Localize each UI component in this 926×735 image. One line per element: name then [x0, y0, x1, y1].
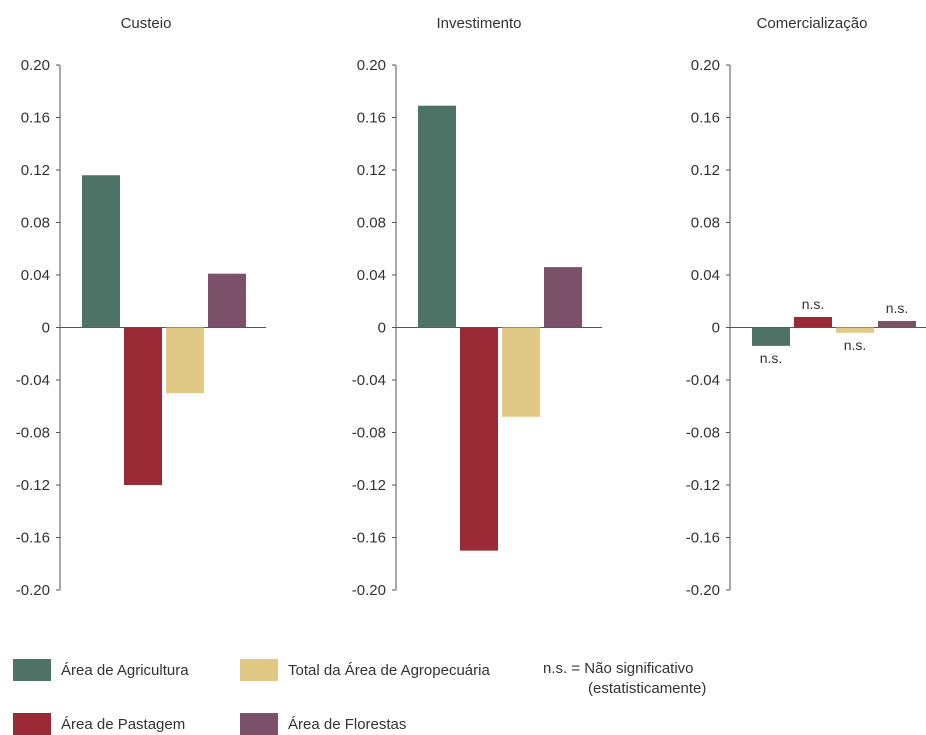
- comercializacao-y-tick-label: -0.20: [686, 582, 720, 599]
- investimento-y-tick-label: -0.08: [352, 425, 386, 442]
- comercializacao-note-pastagem: n.s.: [802, 296, 825, 312]
- charts-canvas: Custeio 0.20 0.16 0.12 0.08 0.04 0 -0.04 -0.08 -0…: [16, 15, 926, 599]
- custeio-y-tick-label: -0.08: [16, 425, 50, 442]
- ns-line1: Não significativo: [584, 660, 694, 677]
- investimento-bar-agricultura: [418, 105, 456, 328]
- legend-swatch-florestas: [240, 713, 278, 735]
- comercializacao-bar-agricultura: [752, 327, 790, 346]
- custeio-y-tick-label: 0.04: [21, 267, 50, 284]
- legend-item-pastagem: Área de Pastagem: [13, 713, 185, 735]
- investimento-y-tick-label: -0.12: [352, 477, 386, 494]
- legend-label-pastagem: Área de Pastagem: [61, 715, 186, 733]
- custeio-y-tick-label: -0.12: [16, 477, 50, 494]
- comercializacao-bar-florestas: [878, 320, 916, 328]
- legend-item-agropecuaria: Total da Área de Agropecuária: [240, 659, 490, 681]
- investimento-bar-pastagem: [460, 327, 498, 551]
- comercializacao-note-florestas: n.s.: [886, 300, 909, 316]
- comercializacao-note-agricultura: n.s.: [760, 350, 783, 366]
- comercializacao-y-tick-label: 0.20: [691, 57, 720, 74]
- comercializacao-note-agropecuaria: n.s.: [844, 337, 867, 353]
- comercializacao-y-tick-label: 0.04: [691, 267, 720, 284]
- investimento-title: Investimento: [436, 15, 521, 32]
- ns-explanation: n.s. = Não significativo (estatisticamen…: [543, 659, 706, 699]
- custeio-bar-agricultura: [82, 175, 120, 328]
- legend-item-florestas: Área de Florestas: [240, 713, 406, 735]
- ns-prefix: n.s. =: [543, 660, 581, 677]
- comercializacao-bar-agropecuaria: [836, 327, 874, 333]
- legend-label-agricultura: Área de Agricultura: [61, 661, 189, 679]
- comercializacao-y-tick-label: 0.08: [691, 215, 720, 232]
- custeio-y-tick-label: 0.20: [21, 57, 50, 74]
- custeio-title: Custeio: [121, 15, 172, 32]
- custeio-bar-pastagem: [124, 327, 162, 485]
- comercializacao-title: Comercialização: [757, 15, 868, 32]
- comercializacao-y-tick-label: 0.12: [691, 162, 720, 179]
- legend-item-agricultura: Área de Agricultura: [13, 659, 189, 681]
- investimento-y-tick-label: 0.12: [357, 162, 386, 179]
- comercializacao-y-tick-label: -0.04: [686, 372, 720, 389]
- legend-swatch-agricultura: [13, 659, 51, 681]
- comercializacao-y-tick-label: 0.16: [691, 110, 720, 127]
- ns-line2: (estatisticamente): [588, 680, 707, 697]
- custeio-y-tick-label: -0.04: [16, 372, 50, 389]
- investimento-bar-agropecuaria: [502, 327, 540, 417]
- legend-swatch-pastagem: [13, 713, 51, 735]
- investimento-bar-florestas: [544, 267, 582, 328]
- custeio-y-tick-label: -0.20: [16, 582, 50, 599]
- custeio-y-tick-label: 0.16: [21, 110, 50, 127]
- comercializacao-y-tick-label: -0.08: [686, 425, 720, 442]
- custeio-bar-agropecuaria: [166, 327, 204, 394]
- investimento-y-tick-label: -0.20: [352, 582, 386, 599]
- legend-swatch-agropecuaria: [240, 659, 278, 681]
- legend-label-agropecuaria: Total da Área de Agropecuária: [288, 661, 490, 679]
- comercializacao-y-tick-label: -0.12: [686, 477, 720, 494]
- legend-label-florestas: Área de Florestas: [288, 715, 407, 733]
- custeio-bar-florestas: [208, 273, 246, 328]
- investimento-y-tick-label: 0: [378, 320, 386, 337]
- comercializacao-bar-pastagem: [794, 317, 832, 328]
- custeio-y-tick-label: 0.08: [21, 215, 50, 232]
- comercializacao-y-tick-label: 0: [712, 320, 720, 337]
- custeio-y-tick-label: 0.12: [21, 162, 50, 179]
- investimento-y-tick-label: 0.16: [357, 110, 386, 127]
- investimento-y-tick-label: 0.20: [357, 57, 386, 74]
- custeio-y-tick-label: 0: [42, 320, 50, 337]
- investimento-y-tick-label: -0.16: [352, 530, 386, 547]
- custeio-y-tick-label: -0.16: [16, 530, 50, 547]
- comercializacao-y-tick-label: -0.16: [686, 530, 720, 547]
- investimento-y-tick-label: 0.04: [357, 267, 386, 284]
- investimento-y-tick-label: 0.08: [357, 215, 386, 232]
- investimento-y-tick-label: -0.04: [352, 372, 386, 389]
